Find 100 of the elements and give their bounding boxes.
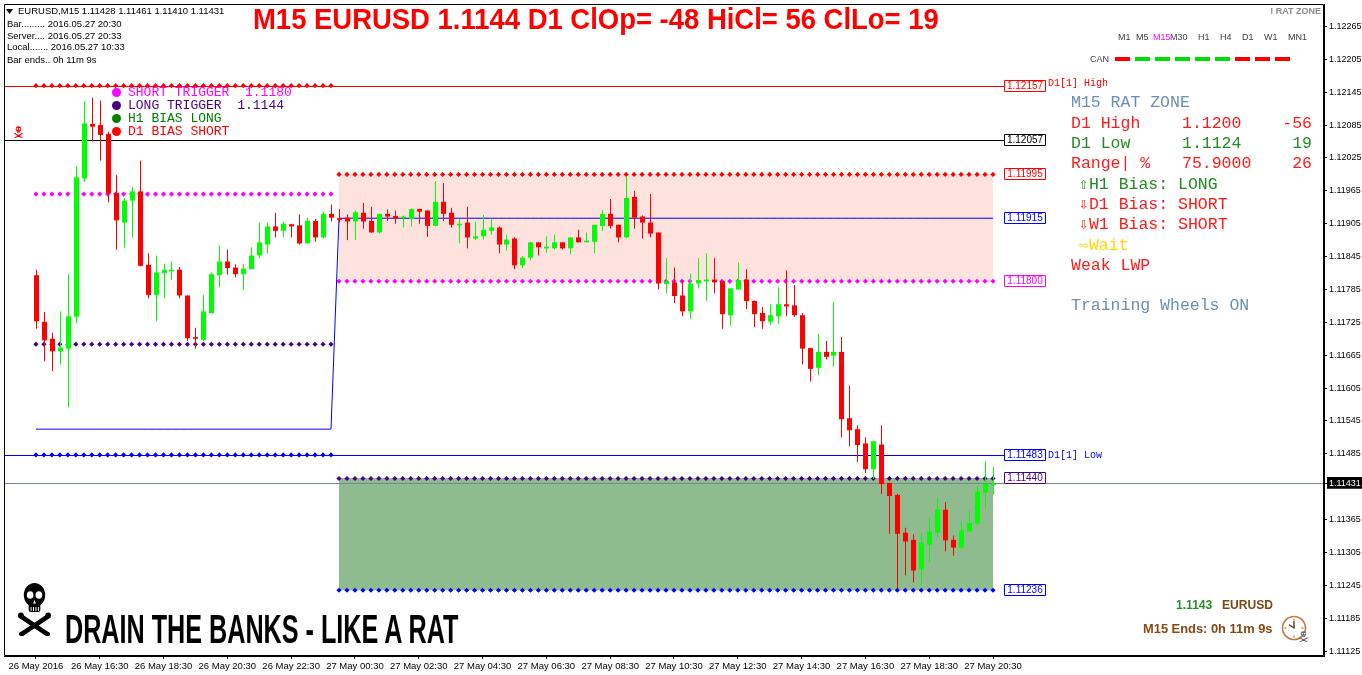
candlestick [449, 207, 454, 229]
annotation: D1 BIAS SHORT [128, 124, 230, 139]
candlestick [465, 206, 470, 249]
y-tick-label: 1.11485 [1329, 448, 1361, 459]
candlestick [903, 527, 908, 576]
ref-line-label: 1.12057 [1006, 134, 1044, 146]
candlestick [664, 257, 669, 294]
y-tick-label: 1.11725 [1329, 316, 1361, 327]
candlestick [473, 221, 478, 241]
ref-line-label: 1.12157 [1006, 80, 1044, 92]
x-tick-label: 27 May 18:30 [900, 660, 958, 672]
candlestick [425, 210, 430, 238]
candlestick [696, 257, 701, 289]
y-tick-label: 1.12145 [1329, 86, 1362, 97]
candlestick [768, 303, 773, 326]
candlestick [951, 534, 956, 557]
annotation: Bar ends.. 0h 11m 9s [7, 53, 97, 65]
x-tick-label: 27 May 12:30 [708, 660, 767, 672]
text: M30 H1 H4 D1 W1 MN1 [1170, 31, 1308, 42]
text: D1 Low [1071, 133, 1131, 153]
x-tick-label: 26 May 18:30 [134, 660, 193, 672]
candlestick [273, 212, 278, 238]
data-label: 1.11440 [1007, 472, 1044, 484]
candlestick [808, 347, 813, 382]
candlestick [991, 466, 996, 496]
candlestick [241, 263, 246, 291]
data-label: 1.11800 [1007, 275, 1044, 287]
y-tick-label: 1.12025 [1329, 152, 1362, 163]
text: M15 RAT ZONE [1071, 93, 1190, 113]
candlestick [824, 340, 829, 361]
data-label: 1.11915 [1007, 212, 1044, 224]
candlestick [792, 284, 797, 318]
candlestick [855, 424, 860, 463]
text: D1[1] Low [1048, 449, 1103, 461]
candlestick [369, 206, 374, 233]
x-tick-label: 27 May 08:30 [581, 660, 639, 672]
y-tick-label: 1.11305 [1329, 546, 1361, 557]
candlestick [831, 301, 836, 368]
y-tick-label: 1.12205 [1329, 53, 1362, 64]
text: Weak LWP [1071, 255, 1151, 275]
text: 26 [1292, 154, 1312, 174]
y-tick-label: 1.11665 [1329, 349, 1361, 360]
data-label: 1.11236 [1007, 584, 1044, 596]
x-tick-label: 26 May 22:30 [262, 660, 320, 672]
candlestick [847, 385, 852, 447]
y-tick-label: 1.11965 [1329, 185, 1361, 196]
candlestick [162, 263, 167, 299]
candlestick [776, 286, 781, 325]
text: 75.9000 [1182, 154, 1252, 174]
text: 1.1200 [1182, 113, 1242, 133]
text: CAN [1090, 53, 1110, 64]
candlestick [265, 222, 270, 254]
legend-label: LONG TRIGGER 1.1144 [128, 98, 285, 113]
data-label: 1.11995 [1007, 168, 1044, 180]
candlestick [648, 193, 653, 238]
y-tick-label: 1.12085 [1329, 119, 1362, 130]
text: -56 [1282, 113, 1312, 133]
candlestick [305, 217, 310, 244]
candlestick [98, 99, 103, 162]
candlestick [967, 510, 972, 533]
candlestick [640, 214, 645, 239]
x-tick-label: 27 May 02:30 [389, 660, 448, 672]
candlestick [592, 224, 597, 254]
text: ⇩W1 Bias: SHORT [1079, 215, 1228, 235]
annotation: EURUSD,M15 1.11428 1.11461 1.11410 1.11431 [18, 5, 225, 17]
candlestick [608, 198, 613, 230]
y-tick-label: 1.11785 [1329, 283, 1361, 294]
x-tick-label: 27 May 00:30 [326, 660, 384, 672]
candlestick [297, 213, 302, 246]
annotation: DRAIN THE BANKS - LIKE A RAT [65, 605, 459, 652]
x-tick-label: 26 May 16:30 [70, 660, 129, 672]
text: 19 [1292, 133, 1312, 153]
candlestick [959, 521, 964, 551]
candlestick [481, 214, 486, 241]
candlestick [983, 460, 988, 509]
candlestick [345, 213, 350, 241]
candlestick [497, 225, 502, 254]
ref-line-label: 1.11483 [1007, 449, 1044, 461]
candlestick [90, 97, 95, 143]
y-tick-label: 1.11545 [1329, 415, 1361, 426]
x-tick-label: 26 May 20:30 [198, 660, 257, 672]
text: ! RAT ZONE [1270, 6, 1321, 16]
candlestick [361, 202, 366, 230]
x-tick-label: 27 May 14:30 [772, 660, 831, 672]
y-tick-label: 1.11245 [1329, 579, 1361, 590]
y-tick-label: 1.12265 [1329, 20, 1362, 31]
text: M15 [1153, 31, 1171, 42]
candlestick [760, 306, 765, 330]
candlestick [154, 254, 159, 322]
x-tick-label: 27 May 16:30 [836, 660, 895, 672]
candlestick [321, 211, 326, 239]
text: 1.1124 [1182, 133, 1242, 153]
x-tick-label: 26 May 2016 [8, 660, 64, 672]
x-tick-label: 27 May 10:30 [645, 660, 703, 672]
candlestick [441, 182, 446, 222]
y-tick-label: 1.11431 [1329, 477, 1361, 488]
text: ⇧H1 Bias: LONG [1079, 174, 1218, 194]
y-tick-label: 1.11125 [1329, 645, 1361, 656]
candlestick [752, 299, 757, 328]
y-tick-label: 1.11605 [1329, 382, 1361, 393]
